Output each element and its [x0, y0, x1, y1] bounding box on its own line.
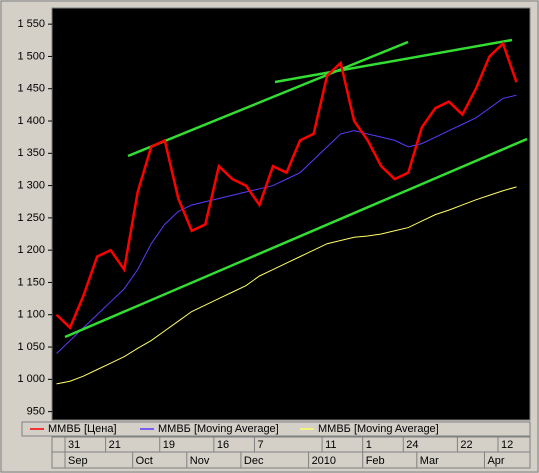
x-tick-label: 1 — [366, 439, 372, 451]
x-tick-label: 19 — [163, 439, 175, 451]
month-label: Sep — [68, 455, 88, 467]
y-tick-label: 950 — [27, 406, 45, 418]
legend — [21, 421, 531, 437]
x-tick-label: 12 — [501, 439, 513, 451]
y-tick-label: 1 550 — [17, 18, 45, 30]
y-tick-label: 1 000 — [17, 373, 45, 385]
legend-label: ММВБ [Moving Average] — [158, 423, 279, 435]
day-row — [51, 436, 531, 453]
month-label: 2010 — [312, 455, 336, 467]
x-tick-label: 7 — [257, 439, 263, 451]
month-label: Feb — [366, 455, 385, 467]
y-tick-label: 1 500 — [17, 50, 45, 62]
trendlines — [64, 38, 528, 339]
x-tick-label: 22 — [460, 439, 472, 451]
month-label: Nov — [190, 455, 210, 467]
y-tick-label: 1 400 — [17, 115, 45, 127]
y-tick-label: 1 150 — [17, 276, 45, 288]
legend-label: ММВБ [Цена] — [48, 423, 117, 435]
month-label: Dec — [244, 455, 264, 467]
y-tick-label: 1 250 — [17, 212, 45, 224]
moving-average-line — [56, 186, 517, 385]
trendline — [64, 137, 528, 339]
x-tick-label: 24 — [406, 439, 418, 451]
month-row — [51, 451, 531, 469]
trendline — [274, 38, 513, 84]
y-tick-label: 1 100 — [17, 309, 45, 321]
x-tick-label: 16 — [217, 439, 229, 451]
price-line — [55, 41, 518, 330]
month-label: Apr — [487, 455, 504, 467]
trendline — [127, 40, 409, 158]
plot-area — [51, 7, 531, 421]
month-label: Mar — [420, 455, 439, 467]
x-tick-label: 21 — [109, 439, 121, 451]
y-tick-label: 1 300 — [17, 179, 45, 191]
moving-average-line — [56, 94, 517, 354]
y-tick-label: 1 350 — [17, 147, 45, 159]
y-tick-label: 1 200 — [17, 244, 45, 256]
y-tick-label: 1 050 — [17, 341, 45, 353]
x-tick-label: 11 — [325, 439, 336, 451]
month-label: Oct — [136, 455, 153, 467]
legend-label: ММВБ [Moving Average] — [318, 423, 439, 435]
x-tick-label: 31 — [68, 439, 80, 451]
y-tick-label: 1 450 — [17, 83, 45, 95]
